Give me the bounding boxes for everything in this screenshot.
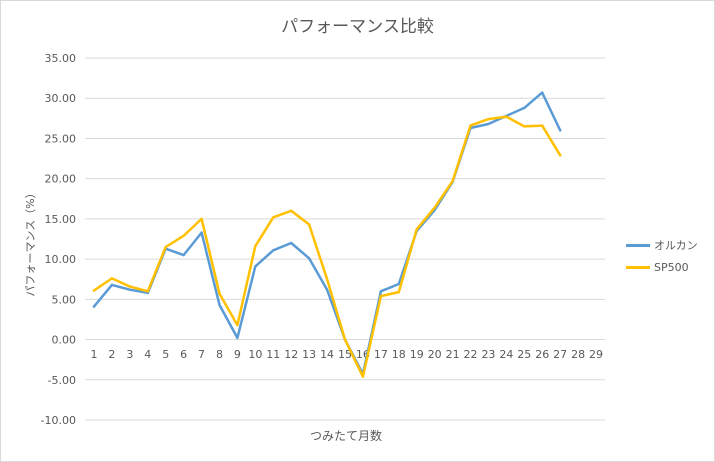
y-tick-label: 0.00 xyxy=(52,334,77,347)
x-tick-label: 8 xyxy=(216,348,223,361)
data-point xyxy=(379,290,383,293)
data-point xyxy=(523,106,526,110)
data-point xyxy=(379,294,383,298)
y-tick-label: -5.00 xyxy=(48,374,76,387)
x-tick-label: 22 xyxy=(464,348,478,361)
data-point xyxy=(146,290,149,293)
y-tick-label: 35.00 xyxy=(45,52,77,65)
x-tick-label: 12 xyxy=(284,348,298,361)
x-tick-label: 15 xyxy=(338,348,352,361)
data-point xyxy=(325,278,329,281)
x-tick-label: 7 xyxy=(198,348,205,361)
data-point xyxy=(487,122,490,126)
data-point xyxy=(236,323,239,327)
data-point xyxy=(92,289,96,292)
legend-swatch-sp500 xyxy=(626,265,650,269)
x-tick-label: 13 xyxy=(302,348,316,361)
data-point xyxy=(415,228,418,231)
data-point xyxy=(558,129,562,132)
data-point xyxy=(128,285,132,288)
data-point xyxy=(110,283,114,287)
data-point xyxy=(307,257,311,260)
y-tick-label: 20.00 xyxy=(45,173,77,186)
y-tick-label: 15.00 xyxy=(45,213,77,226)
legend-swatch-orukan xyxy=(626,243,650,247)
data-point xyxy=(128,288,132,291)
y-tick-label: 30.00 xyxy=(45,92,77,105)
x-tick-label: 17 xyxy=(374,348,388,361)
data-point xyxy=(541,91,544,94)
data-point xyxy=(110,277,114,280)
x-tick-label: 6 xyxy=(180,348,187,361)
y-tick-label: -10.00 xyxy=(41,414,76,427)
data-point xyxy=(343,338,347,341)
data-point xyxy=(397,282,400,286)
chart-title: パフォーマンス比較 xyxy=(281,17,434,37)
x-tick-label: 26 xyxy=(535,348,549,361)
data-point xyxy=(523,125,526,128)
x-tick-label: 14 xyxy=(320,348,334,361)
data-point xyxy=(254,245,257,248)
x-tick-label: 23 xyxy=(481,348,495,361)
data-point xyxy=(218,292,221,295)
data-point xyxy=(397,290,400,294)
x-tick-label: 2 xyxy=(108,348,115,361)
data-point xyxy=(218,303,221,307)
x-tick-label: 20 xyxy=(428,348,442,361)
data-point xyxy=(433,206,436,209)
x-tick-label: 27 xyxy=(553,348,567,361)
data-point xyxy=(487,117,490,121)
x-axis-label: つみたて月数 xyxy=(309,429,383,443)
x-tick-label: 24 xyxy=(499,348,513,361)
data-point xyxy=(290,209,293,213)
series-line-orukan xyxy=(92,91,562,376)
x-tick-label: 28 xyxy=(571,348,585,361)
x-tick-label: 3 xyxy=(126,348,133,361)
data-point xyxy=(505,115,508,118)
data-point xyxy=(254,265,257,268)
x-tick-label: 1 xyxy=(90,348,97,361)
x-tick-label: 11 xyxy=(266,348,280,361)
x-tick-label: 21 xyxy=(446,348,460,361)
legend-label-sp500: SP500 xyxy=(654,260,689,274)
data-point xyxy=(469,124,472,127)
y-tick-label: 25.00 xyxy=(45,132,77,145)
legend-item-orukan: オルカン xyxy=(626,234,698,256)
x-tick-label: 18 xyxy=(392,348,406,361)
data-point xyxy=(236,336,239,340)
x-tick-label: 4 xyxy=(144,348,151,361)
y-tick-label: 10.00 xyxy=(45,253,77,266)
series-line-sp500 xyxy=(92,115,562,378)
data-point xyxy=(290,241,293,245)
data-point xyxy=(182,253,185,257)
data-point xyxy=(164,245,167,249)
data-point xyxy=(541,124,544,127)
data-point xyxy=(307,223,311,226)
data-point xyxy=(451,179,454,183)
x-tick-label: 19 xyxy=(410,348,424,361)
legend-item-sp500: SP500 xyxy=(626,256,698,278)
data-point xyxy=(558,154,562,157)
legend: オルカン SP500 xyxy=(626,234,698,278)
data-point xyxy=(361,375,365,378)
data-point xyxy=(272,216,275,219)
data-point xyxy=(325,288,329,291)
x-tick-label: 25 xyxy=(517,348,531,361)
x-tick-label: 29 xyxy=(589,348,603,361)
legend-label-orukan: オルカン xyxy=(654,239,698,252)
data-point xyxy=(200,217,203,221)
data-point xyxy=(182,234,185,237)
x-tick-label: 5 xyxy=(162,348,169,361)
data-point xyxy=(272,249,275,252)
data-point xyxy=(92,305,96,308)
x-tick-label: 9 xyxy=(234,348,241,361)
data-point xyxy=(200,231,203,234)
x-tick-label: 10 xyxy=(248,348,262,361)
y-tick-label: 5.00 xyxy=(52,293,77,306)
